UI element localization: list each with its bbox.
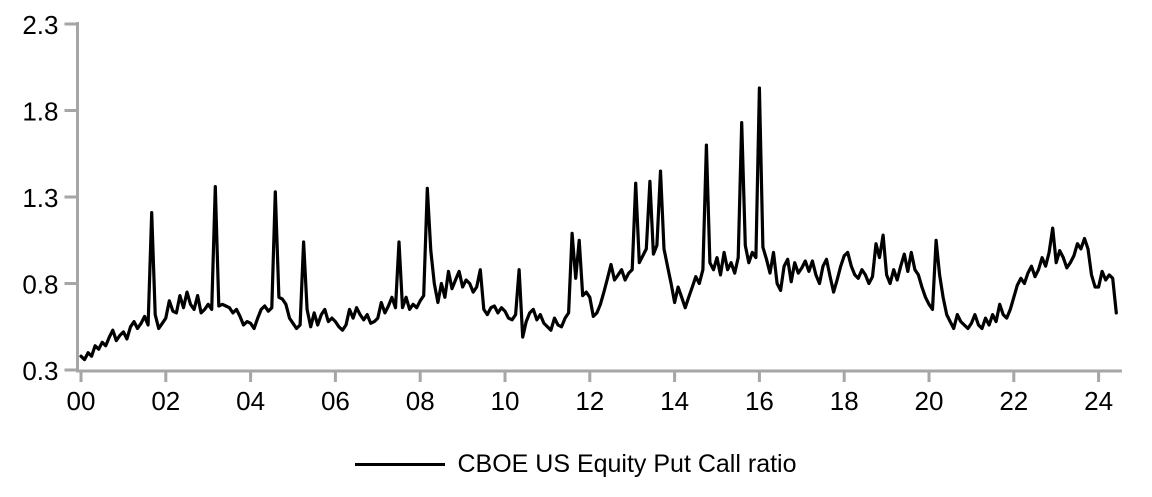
x-tick-label: 22: [999, 386, 1028, 416]
y-tick-label: 0.3: [22, 356, 58, 386]
x-tick-label: 14: [660, 386, 689, 416]
x-tick-label: 04: [236, 386, 265, 416]
legend-line-swatch: [355, 463, 446, 466]
y-tick-label: 1.8: [22, 97, 58, 127]
x-tick-label: 08: [406, 386, 435, 416]
legend-label: CBOE US Equity Put Call ratio: [457, 450, 797, 478]
x-tick-label: 00: [67, 386, 96, 416]
x-tick-label: 06: [321, 386, 350, 416]
x-tick-label: 16: [745, 386, 774, 416]
x-tick-label: 02: [151, 386, 180, 416]
y-tick-label: 0.8: [22, 270, 58, 300]
data-line-put-call-ratio: [79, 86, 1118, 362]
put-call-ratio-line-chart: 0.3 0.8 1.3 1.8 2.3 00 02 04 06 08 10 12 14 16 18 20 22 2…: [22, 10, 1122, 416]
y-tick-label: 1.3: [22, 183, 58, 213]
y-tick-label: 2.3: [22, 10, 58, 40]
legend: CBOE US Equity Put Call ratio: [0, 452, 1152, 477]
x-tick-label: 12: [575, 386, 604, 416]
x-tick-label: 18: [830, 386, 859, 416]
x-tick-label: 10: [491, 386, 520, 416]
x-tick-label: 24: [1084, 386, 1113, 416]
x-tick-label: 20: [915, 386, 944, 416]
